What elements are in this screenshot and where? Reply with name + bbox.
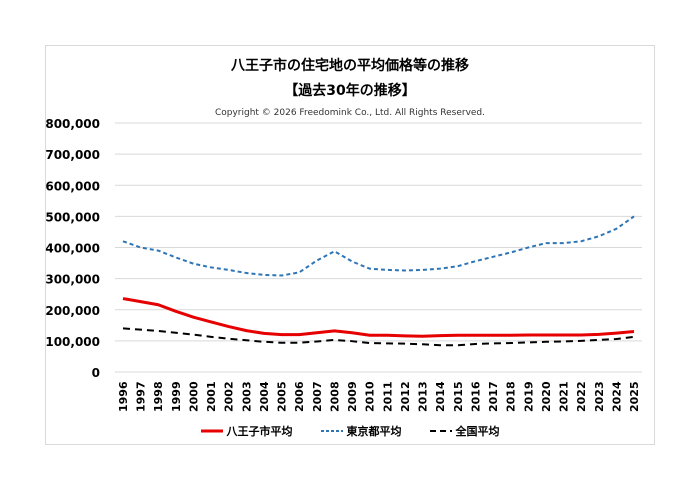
x-tick-label: 2008 xyxy=(328,381,341,412)
legend-label: 東京都平均 xyxy=(346,425,402,438)
series-line-0 xyxy=(122,297,635,338)
legend-label: 八王子市平均 xyxy=(226,425,293,438)
x-tick-label: 1999 xyxy=(170,381,183,412)
chart-subtitle: 【過去30年の推移】 xyxy=(284,83,416,99)
x-tick-label: 2007 xyxy=(311,381,324,412)
y-tick-label: 300,000 xyxy=(45,273,100,287)
x-tick-label: 2009 xyxy=(346,381,359,412)
x-tick-label: 2003 xyxy=(240,381,253,412)
y-tick-label: 0 xyxy=(92,366,100,380)
y-tick-label: 600,000 xyxy=(45,179,100,193)
x-tick-label: 2023 xyxy=(593,381,606,412)
legend-label: 全国平均 xyxy=(455,425,500,438)
x-tick-label: 2010 xyxy=(364,381,377,412)
y-tick-label: 800,000 xyxy=(45,117,100,131)
series-line-2 xyxy=(122,327,635,347)
x-tick-label: 2019 xyxy=(522,381,535,412)
x-tick-label: 2022 xyxy=(575,381,588,412)
x-tick-label: 2011 xyxy=(381,381,394,412)
x-tick-label: 2015 xyxy=(452,381,465,412)
y-tick-label: 100,000 xyxy=(45,335,100,349)
x-tick-label: 2000 xyxy=(187,381,200,412)
x-tick-label: 2001 xyxy=(205,381,218,412)
x-tick-label: 2014 xyxy=(434,381,447,412)
copyright: Copyright © 2026 Freedomink Co., Ltd. Al… xyxy=(214,108,486,118)
legend-item-national: 全国平均 xyxy=(429,423,500,439)
x-tick-label: 2017 xyxy=(487,381,500,412)
y-tick-label: 400,000 xyxy=(45,242,100,256)
x-tick-label: 2024 xyxy=(610,381,623,412)
x-tick-label: 2021 xyxy=(558,381,571,412)
series-line-1 xyxy=(122,215,635,277)
x-tick-label: 2020 xyxy=(540,381,553,412)
chart-title: 八王子市の住宅地の平均価格等の推移 xyxy=(231,58,469,74)
x-tick-label: 2012 xyxy=(399,381,412,412)
x-tick-label: 2025 xyxy=(628,381,641,412)
x-tick-label: 2013 xyxy=(417,381,430,412)
y-tick-label: 500,000 xyxy=(45,210,100,224)
x-tick-label: 2016 xyxy=(469,381,482,412)
x-tick-label: 2005 xyxy=(276,381,289,412)
x-tick-label: 2004 xyxy=(258,381,271,412)
x-tick-label: 2018 xyxy=(505,381,518,412)
y-tick-label: 200,000 xyxy=(45,304,100,318)
x-tick-label: 2006 xyxy=(293,381,306,412)
legend-item-hachioji: 八王子市平均 xyxy=(200,423,293,439)
x-tick-label: 1996 xyxy=(117,381,130,412)
x-tick-label: 1997 xyxy=(135,381,148,412)
chart-frame xyxy=(45,45,655,445)
x-tick-label: 1998 xyxy=(152,381,165,412)
x-tick-label: 2002 xyxy=(223,381,236,412)
legend-item-tokyo: 東京都平均 xyxy=(320,423,402,439)
legend: 八王子市平均 東京都平均 全国平均 xyxy=(0,423,700,439)
y-tick-label: 700,000 xyxy=(45,148,100,162)
